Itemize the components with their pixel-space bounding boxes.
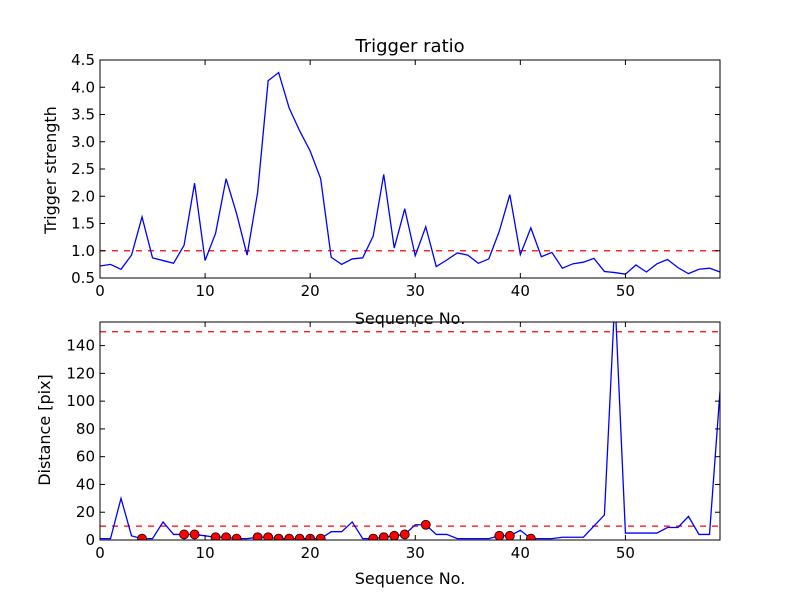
x-tick-label: 40 (511, 544, 530, 562)
y-tick-label: 0.5 (71, 269, 95, 287)
y-tick-label: 4.0 (71, 78, 95, 96)
marker-point (221, 532, 232, 540)
x-tick-label: 20 (301, 282, 320, 300)
series-line (100, 71, 720, 275)
trigger-ratio-chart: Trigger ratio Sequence No. Trigger stren… (41, 36, 721, 328)
y-tick-label: 120 (66, 364, 95, 382)
marker-point (525, 533, 536, 540)
marker-point (399, 529, 410, 540)
marker-point (189, 529, 200, 540)
marker-point (179, 529, 189, 540)
x-tick-label: 40 (511, 282, 530, 300)
plot-area (100, 71, 720, 275)
y-tick-label: 3.0 (71, 133, 95, 151)
plot-frame (99, 59, 721, 279)
x-tick-label: 10 (196, 544, 215, 562)
y-tick-label: 40 (76, 475, 95, 493)
marker-point (504, 530, 515, 540)
y-tick-label: 1.5 (71, 215, 95, 233)
y-tick-label: 60 (76, 448, 95, 466)
x-tick-label: 30 (406, 282, 425, 300)
x-tick-label: 50 (616, 544, 635, 562)
marker-point (137, 533, 147, 540)
x-tick-label: 0 (95, 282, 105, 300)
marker-point (420, 519, 431, 530)
y-tick-label: 3.5 (71, 106, 95, 124)
y-axis-label: Trigger strength (41, 106, 60, 235)
y-tick-label: 0 (85, 531, 95, 549)
y-tick-label: 140 (66, 337, 95, 355)
x-axis-label: Sequence No. (355, 569, 466, 588)
marker-point (210, 532, 221, 540)
marker-point (389, 530, 400, 540)
y-tick-label: 1.0 (71, 242, 95, 260)
y-tick-label: 100 (66, 392, 95, 410)
x-tick-label: 50 (616, 282, 635, 300)
marker-point (231, 533, 242, 540)
marker-point (294, 533, 305, 540)
chart-title: Trigger ratio (354, 36, 464, 57)
y-tick-label: 2.5 (71, 160, 95, 178)
marker-point (378, 532, 389, 540)
marker-point (263, 532, 274, 540)
marker-point (368, 533, 379, 540)
y-tick-label: 4.5 (71, 51, 95, 69)
x-tick-label: 0 (95, 544, 105, 562)
marker-point (273, 533, 284, 540)
x-axis-label: Sequence No. (355, 309, 466, 328)
x-tick-label: 20 (301, 544, 320, 562)
x-tick-label: 10 (196, 282, 215, 300)
marker-point (252, 532, 263, 540)
marker-point (494, 530, 505, 540)
y-tick-label: 80 (76, 420, 95, 438)
plot-frame (99, 321, 721, 541)
marker-point (315, 533, 326, 540)
distance-chart: Sequence No. Distance [pix] 0 10 20 30 40 50 0… (35, 321, 721, 588)
marker-point (284, 533, 295, 540)
y-axis-label: Distance [pix] (35, 374, 54, 486)
plot-area (100, 322, 720, 540)
y-tick-label: 2.0 (71, 187, 95, 205)
y-tick-label: 20 (76, 503, 95, 521)
series-line (100, 322, 720, 540)
x-tick-label: 30 (406, 544, 425, 562)
